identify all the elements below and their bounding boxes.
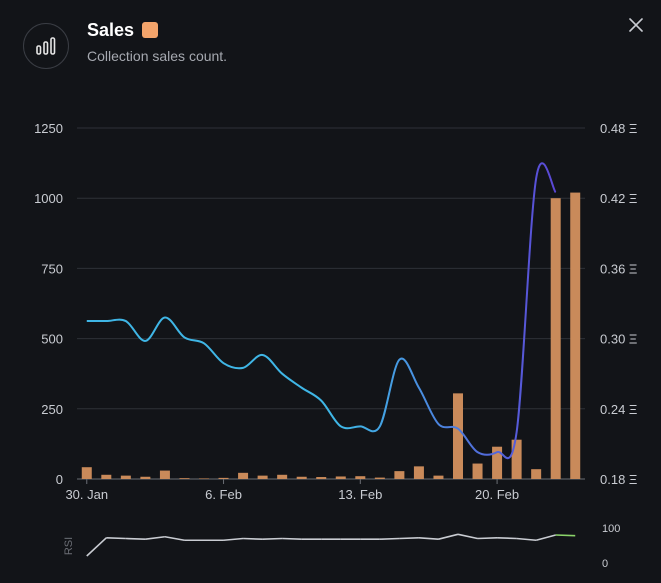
rsi-line-segment: [418, 537, 439, 540]
sales-bar: [394, 471, 405, 479]
close-icon[interactable]: [626, 15, 646, 35]
rsi-line-segment: [477, 537, 498, 540]
rsi-line-segment: [379, 537, 400, 540]
sales-bar: [199, 478, 209, 479]
sales-bar: [511, 439, 522, 479]
header-icon: [23, 23, 69, 69]
rsi-line-segment: [399, 537, 419, 540]
sales-bar: [101, 474, 112, 479]
rsi-tick-label: 100: [602, 523, 620, 535]
rsi-line-segment: [555, 534, 576, 537]
x-axis-tick-label: 13. Feb: [338, 487, 382, 502]
right-axis-tick-label: 0.24 Ξ: [600, 402, 637, 417]
sales-bar: [413, 466, 424, 479]
rsi-line-segment: [282, 537, 302, 540]
sales-bar: [218, 477, 229, 479]
left-axis-tick-label: 1250: [34, 121, 63, 136]
price-line: [86, 162, 557, 460]
right-axis-tick-label: 0.42 Ξ: [600, 191, 637, 206]
rsi-line-segment: [438, 533, 459, 540]
sales-bar: [277, 474, 288, 479]
bar-chart-icon: [36, 37, 56, 55]
sales-bar: [159, 470, 170, 479]
rsi-line-segment: [535, 534, 556, 542]
rsi-line-segment: [262, 537, 283, 540]
sales-bar: [570, 192, 581, 480]
rsi-line-segment: [145, 535, 166, 540]
rsi-tick-label: 0: [602, 558, 608, 570]
sales-bar: [257, 475, 268, 479]
sales-bar: [140, 476, 151, 479]
sales-bar: [550, 198, 561, 479]
rsi-line-segment: [516, 537, 537, 542]
right-axis-tick-label: 0.36 Ξ: [600, 261, 637, 276]
sales-bar: [81, 467, 92, 479]
sales-bar: [335, 476, 346, 479]
left-axis-tick-label: 250: [41, 402, 63, 417]
rsi-line-segment: [125, 537, 146, 540]
left-axis-tick-label: 0: [56, 472, 63, 487]
sales-bar: [433, 475, 444, 479]
left-axis-tick-label: 1000: [34, 191, 63, 206]
rsi-line-segment: [164, 535, 185, 542]
left-axis-tick-label: 750: [41, 261, 63, 276]
sales-bar: [120, 475, 131, 479]
rsi-line-segment: [223, 537, 244, 542]
page-title: Sales: [87, 20, 135, 40]
rsi-label: RSI: [63, 537, 75, 555]
sales-bar: [492, 446, 503, 479]
sales-bar: [355, 476, 366, 479]
sales-bar: [296, 476, 307, 479]
title-color-badge: [142, 22, 158, 38]
rsi-line-segment: [497, 537, 517, 540]
rsi-line-segment: [106, 537, 126, 540]
x-axis-tick-label: 30. Jan: [65, 487, 108, 502]
sales-bar: [316, 477, 327, 479]
rsi-line-segment: [457, 533, 478, 540]
sales-bar: [179, 478, 190, 479]
rsi-line-segment: [243, 537, 263, 540]
sales-bar: [238, 472, 249, 479]
right-axis-tick-label: 0.30 Ξ: [600, 332, 637, 347]
sales-bar: [453, 393, 463, 479]
sales-bar: [374, 477, 385, 479]
sales-bar: [472, 463, 483, 479]
right-axis-tick-label: 0.18 Ξ: [600, 472, 637, 487]
left-axis-tick-label: 500: [41, 332, 63, 347]
sales-bar: [531, 469, 542, 479]
right-axis-tick-label: 0.48 Ξ: [600, 121, 637, 136]
x-axis-tick-label: 20. Feb: [475, 487, 519, 502]
page-subtitle: Collection sales count.: [87, 48, 228, 64]
x-axis-tick-label: 6. Feb: [205, 487, 242, 502]
rsi-line-segment: [86, 537, 107, 557]
